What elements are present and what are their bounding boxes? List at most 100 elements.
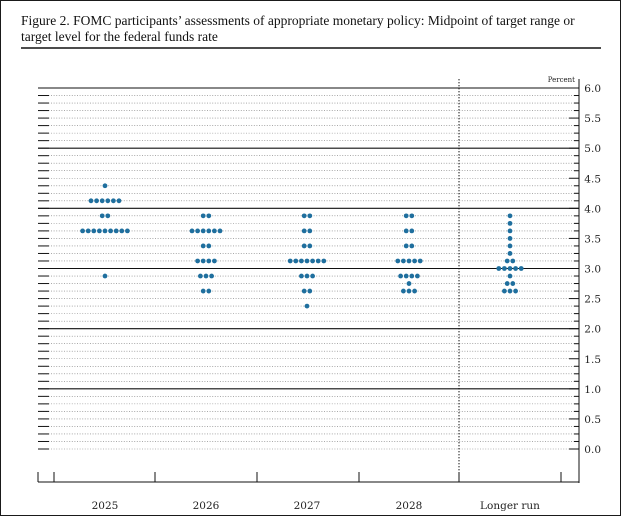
y-tick-label: 5.5 — [584, 113, 601, 125]
x-category-label: 2028 — [396, 500, 423, 512]
dot-marker — [507, 213, 513, 219]
dot-marker — [212, 228, 217, 234]
dot-marker — [105, 213, 111, 219]
dot-marker — [406, 281, 412, 286]
dot-marker — [91, 228, 97, 234]
y-tick-label: 6.0 — [584, 83, 601, 95]
dot-marker — [401, 258, 406, 264]
dot-marker — [507, 220, 513, 226]
unit-label: Percent — [548, 76, 575, 84]
dot-marker — [417, 258, 423, 264]
dot-marker — [301, 288, 307, 294]
dot-marker — [409, 243, 415, 249]
dot-marker — [513, 266, 518, 271]
dot-marker — [304, 258, 310, 264]
dot-marker — [507, 236, 513, 241]
dot-marker — [415, 273, 420, 279]
dot-marker — [518, 266, 524, 271]
x-category-label: Longer run — [480, 500, 540, 512]
y-tick-label: 4.0 — [584, 203, 601, 215]
dot-marker — [200, 213, 206, 219]
y-tick-label: 4.5 — [584, 173, 601, 185]
dot-marker — [299, 273, 304, 279]
dot-marker — [513, 288, 518, 294]
dot-marker — [119, 228, 125, 234]
dot-marker — [510, 258, 516, 264]
y-tick-label: 1.5 — [584, 354, 601, 366]
dot-marker — [409, 228, 415, 234]
dot-marker — [200, 288, 206, 294]
dot-marker — [321, 258, 327, 264]
dot-marker — [412, 258, 417, 264]
dot-marker — [401, 288, 406, 294]
dot-marker — [304, 303, 310, 309]
dot-marker — [116, 198, 122, 204]
y-tick-label: 0.5 — [584, 414, 601, 426]
y-tick-label: 2.0 — [584, 324, 601, 336]
dot-marker — [105, 198, 111, 204]
y-tick-label: 2.5 — [584, 294, 601, 306]
dot-marker — [310, 258, 315, 264]
y-tick-label: 5.0 — [584, 143, 601, 155]
dot-marker — [200, 228, 206, 234]
dot-marker — [102, 228, 108, 234]
dot-marker — [504, 281, 510, 286]
dot-marker — [304, 273, 310, 279]
dot-marker — [97, 228, 102, 234]
dot-marker — [412, 288, 417, 294]
dot-marker — [315, 258, 321, 264]
dot-marker — [125, 228, 130, 234]
dot-marker — [287, 258, 293, 264]
dot-marker — [200, 258, 206, 264]
dot-marker — [102, 183, 108, 189]
dot-marker — [406, 258, 412, 264]
x-category-label: 2027 — [294, 500, 321, 512]
dot-markers — [80, 183, 524, 309]
dot-marker — [203, 273, 209, 279]
dot-marker — [507, 266, 513, 271]
dot-marker — [403, 273, 409, 279]
dot-marker — [496, 266, 502, 271]
dot-marker — [310, 273, 315, 279]
dot-marker — [195, 258, 201, 264]
dot-marker — [507, 243, 513, 249]
dot-marker — [198, 273, 203, 279]
dot-marker — [206, 228, 212, 234]
dot-marker — [206, 258, 212, 264]
dot-marker — [195, 228, 201, 234]
axes — [21, 47, 601, 483]
dot-marker — [212, 258, 217, 264]
dot-marker — [307, 228, 313, 234]
dot-marker — [206, 243, 212, 249]
y-tick-label: 3.0 — [584, 264, 601, 276]
dot-marker — [80, 228, 85, 234]
dot-marker — [108, 228, 113, 234]
dot-marker — [189, 228, 195, 234]
dot-marker — [301, 213, 307, 219]
dot-marker — [502, 288, 507, 294]
x-category-label: 2026 — [193, 500, 220, 512]
dot-marker — [206, 213, 212, 219]
dot-marker — [307, 243, 313, 249]
dot-marker — [88, 198, 94, 204]
dot-marker — [301, 228, 307, 234]
dot-marker — [507, 228, 513, 234]
x-category-label: 2025 — [92, 500, 119, 512]
dot-marker — [406, 288, 412, 294]
dot-marker — [409, 273, 415, 279]
dot-marker — [99, 213, 105, 219]
figure-title: Figure 2. FOMC participants’ assessments… — [21, 13, 575, 44]
dot-marker — [299, 258, 304, 264]
dot-marker — [502, 266, 507, 271]
dot-marker — [504, 258, 510, 264]
dot-marker — [111, 198, 116, 204]
dot-marker — [102, 273, 108, 279]
dot-marker — [403, 213, 409, 219]
y-tick-label: 1.0 — [584, 384, 601, 396]
dot-marker — [200, 243, 206, 249]
dot-marker — [403, 228, 409, 234]
dot-marker — [510, 281, 516, 286]
y-tick-label: 0.0 — [584, 444, 601, 456]
dot-marker — [301, 243, 307, 249]
